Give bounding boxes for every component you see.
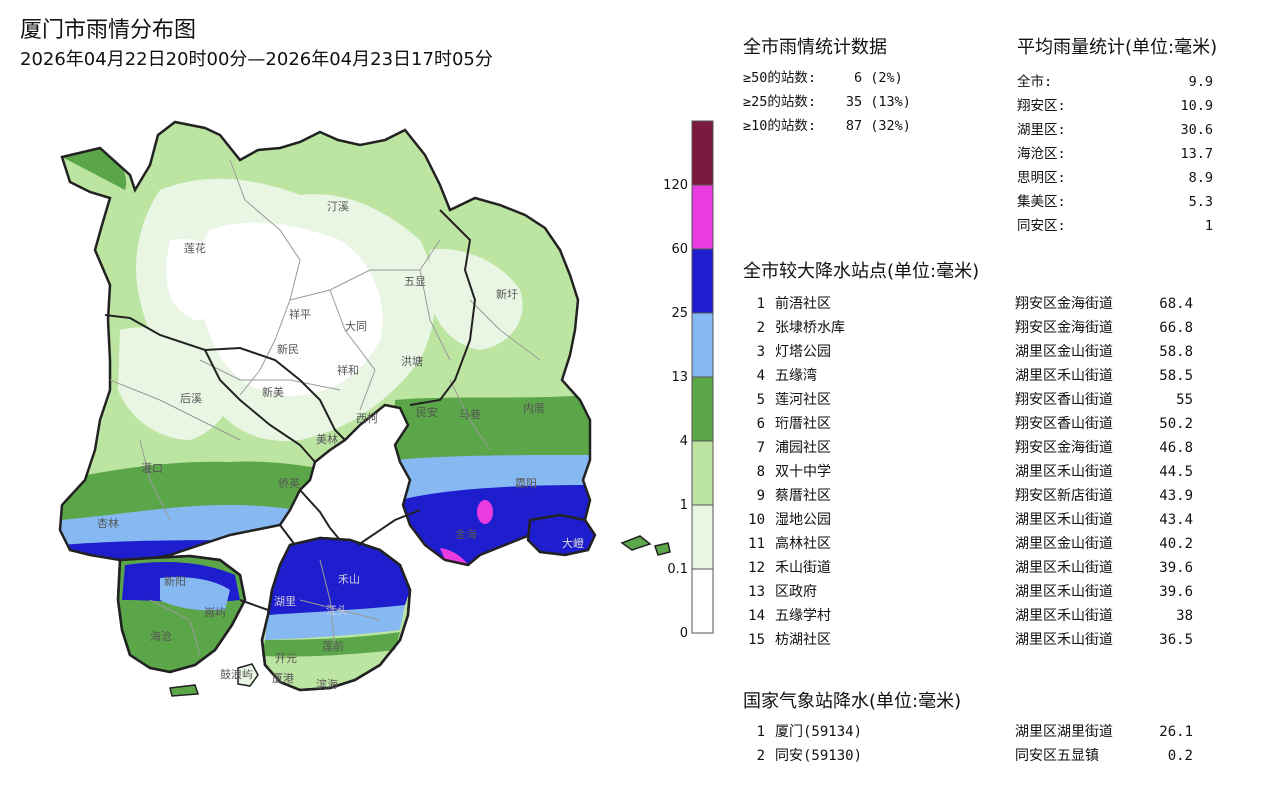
map-label: 杏林 bbox=[97, 516, 119, 530]
legend-tick-label: 13 bbox=[671, 370, 688, 385]
station-row: 6 珩厝社区 翔安区香山街道 50.2 bbox=[756, 416, 1193, 432]
legend-tick-label: 0.1 bbox=[667, 562, 688, 577]
map-label: 西柯 bbox=[356, 412, 378, 425]
map-title: 厦门市雨情分布图 bbox=[20, 18, 197, 43]
legend-swatch bbox=[691, 504, 714, 570]
station-row: 15 枋湖社区 湖里区禾山街道 36.5 bbox=[748, 632, 1193, 648]
station-row: 5 莲河社区 翔安区香山街道 55 bbox=[756, 392, 1193, 408]
avg-row: 海沧区: 13.7 bbox=[1017, 146, 1213, 162]
map-label: 滨海 bbox=[316, 677, 338, 691]
station-row: 13 区政府 湖里区禾山街道 39.6 bbox=[748, 584, 1193, 600]
legend-swatch bbox=[691, 376, 714, 442]
legend-swatch bbox=[691, 184, 714, 250]
map-label: 海沧 bbox=[150, 629, 172, 643]
map-label: 新美 bbox=[262, 385, 284, 399]
map-label: 大嶝 bbox=[562, 536, 584, 550]
station-row: 2 张埭桥水库 翔安区金海街道 66.8 bbox=[756, 320, 1193, 336]
legend-bar bbox=[691, 120, 714, 634]
map-label: 禾山 bbox=[338, 573, 360, 586]
city-stats-title: 全市雨情统计数据 bbox=[743, 37, 887, 58]
station-row: 1 前浯社区 翔安区金海街道 68.4 bbox=[756, 296, 1193, 312]
map-label: 开元 bbox=[275, 652, 297, 665]
station-row: 7 浦园社区 翔安区金海街道 46.8 bbox=[756, 440, 1193, 456]
map-label: 莲花 bbox=[184, 242, 206, 255]
station-row: 4 五缘湾 湖里区禾山街道 58.5 bbox=[756, 368, 1193, 384]
map-label: 马巷 bbox=[459, 408, 481, 421]
station-row: 1 厦门(59134) 湖里区湖里街道 26.1 bbox=[756, 724, 1193, 740]
avg-rainfall-title: 平均雨量统计(单位:毫米) bbox=[1017, 37, 1218, 58]
station-row: 10 湿地公园 湖里区禾山街道 43.4 bbox=[748, 512, 1193, 528]
national-stations-panel: 国家气象站降水(单位:毫米) 1 厦门(59134) 湖里区湖里街道 26.1 2 同安… bbox=[743, 690, 1263, 768]
national-stations-title: 国家气象站降水(单位:毫米) bbox=[743, 691, 962, 712]
map-label: 洪塘 bbox=[401, 354, 423, 368]
legend-tick-label: 4 bbox=[680, 434, 688, 449]
map-label: 汀溪 bbox=[327, 200, 349, 213]
legend-tick-label: 1 bbox=[680, 498, 688, 513]
map-label: 五显 bbox=[404, 275, 426, 288]
station-row: 14 五缘学村 湖里区禾山街道 38 bbox=[748, 608, 1193, 624]
map-label: 内厝 bbox=[523, 401, 545, 415]
avg-row: 同安区: 1 bbox=[1017, 218, 1213, 234]
station-row: 12 禾山街道 湖里区禾山街道 39.6 bbox=[748, 560, 1193, 576]
map-label: 祥平 bbox=[289, 307, 311, 321]
legend-swatch bbox=[691, 248, 714, 314]
map-label: 鼓浪屿 bbox=[220, 667, 253, 681]
map-label: 新阳 bbox=[164, 574, 186, 588]
station-row: 11 高林社区 湖里区金山街道 40.2 bbox=[748, 536, 1193, 552]
legend-swatch bbox=[691, 120, 714, 186]
stat-row: ≥50的站数: 6 (2%) bbox=[743, 70, 903, 86]
legend-swatch bbox=[691, 440, 714, 506]
legend-tick-label: 60 bbox=[671, 242, 688, 257]
station-row: 9 蔡厝社区 翔安区新店街道 43.9 bbox=[756, 488, 1193, 504]
map-label: 霞阳 bbox=[515, 477, 537, 490]
avg-row: 翔安区: 10.9 bbox=[1017, 98, 1213, 114]
top-stations-title: 全市较大降水站点(单位:毫米) bbox=[743, 261, 980, 282]
map-label: 美林 bbox=[316, 432, 338, 446]
map-label: 莲前 bbox=[322, 639, 344, 653]
avg-row: 思明区: 8.9 bbox=[1017, 170, 1213, 186]
station-row: 2 同安(59130) 同安区五显镇 0.2 bbox=[756, 748, 1193, 764]
legend-tick-label: 0 bbox=[680, 626, 688, 641]
map-label: 大同 bbox=[345, 319, 367, 333]
stat-row: ≥25的站数: 35 (13%) bbox=[743, 94, 911, 110]
map-label: 祥和 bbox=[337, 363, 359, 377]
map-label: 厦港 bbox=[272, 672, 294, 685]
avg-rainfall-panel: 平均雨量统计(单位:毫米) 全市: 9.9 翔安区: 10.9 湖里区: 30.6 海… bbox=[1017, 36, 1279, 238]
stat-row: ≥10的站数: 87 (32%) bbox=[743, 118, 911, 134]
top-stations-panel: 全市较大降水站点(单位:毫米) 1 前浯社区 翔安区金海街道 68.4 2 张埭桥水库翔… bbox=[743, 260, 1263, 652]
station-row: 3 灯塔公园 湖里区金山街道 58.8 bbox=[756, 344, 1193, 360]
legend-swatch bbox=[691, 568, 714, 634]
map-label: 金海 bbox=[455, 527, 477, 541]
map-label: 新民 bbox=[277, 342, 299, 356]
city-stats-panel: 全市雨情统计数据 ≥50的站数: 6 (2%) ≥25的站数: 35 (13%)… bbox=[743, 36, 1013, 138]
legend-tick-label: 120 bbox=[663, 178, 688, 193]
map-label: 侨英 bbox=[278, 476, 300, 490]
map-label: 新圩 bbox=[496, 287, 518, 301]
station-row: 8 双十中学 湖里区禾山街道 44.5 bbox=[756, 464, 1193, 480]
map-label: 江头 bbox=[326, 604, 348, 617]
map-label: 嵩屿 bbox=[204, 606, 226, 619]
avg-row: 集美区: 5.3 bbox=[1017, 194, 1213, 210]
map-time-range: 2026年04月22日20时00分—2026年04月23日17时05分 bbox=[20, 49, 493, 70]
avg-row: 湖里区: 30.6 bbox=[1017, 122, 1213, 138]
map-label: 湖里 bbox=[274, 595, 296, 608]
map-label: 后溪 bbox=[180, 392, 202, 405]
legend-tick-labels: 120 60 25 13 4 1 0.1 0 bbox=[663, 178, 688, 641]
map-label: 民安 bbox=[416, 405, 438, 419]
map-label: 灌口 bbox=[141, 462, 163, 475]
map-place-labels: 汀溪 莲花 五显 新圩 祥平 大同 新民 洪塘 祥和 后溪 新美 民安 马巷 内… bbox=[97, 200, 584, 691]
legend-swatch bbox=[691, 312, 714, 378]
legend-tick-label: 25 bbox=[671, 306, 688, 321]
avg-row: 全市: 9.9 bbox=[1017, 74, 1213, 90]
